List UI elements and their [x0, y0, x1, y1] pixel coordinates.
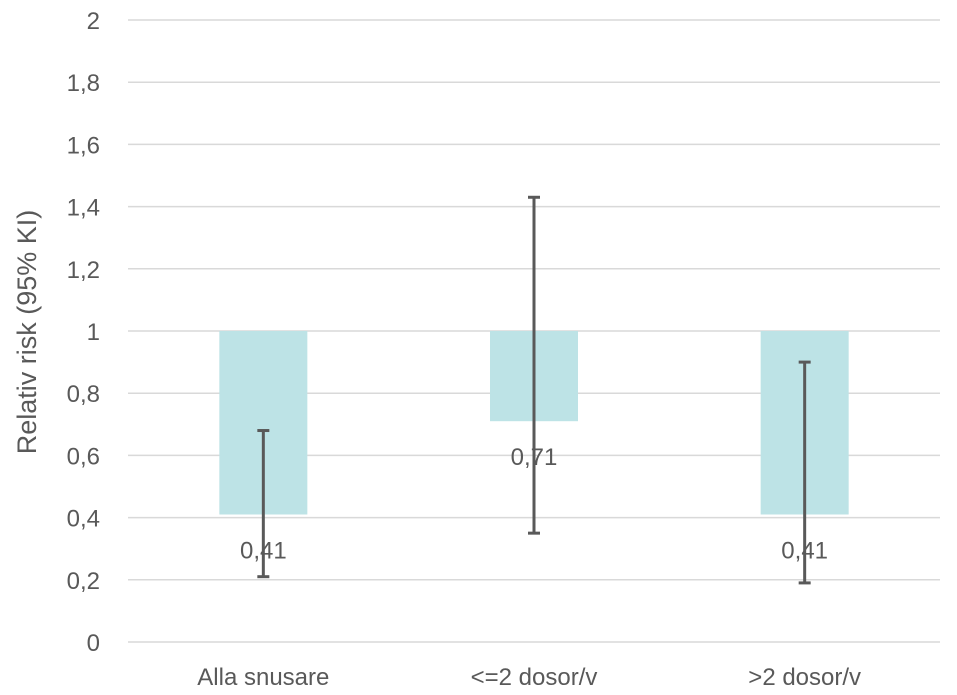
- x-category-label: Alla snusare: [197, 664, 329, 691]
- y-tick-label: 1,4: [67, 195, 100, 222]
- data-label: 0,71: [511, 444, 558, 471]
- error-bar: [528, 195, 540, 535]
- y-axis-ticks: 0 0,2 0,4 0,6 0,8 1 1,2 1,4 1,6 1,8 2: [67, 8, 100, 657]
- error-bar: [257, 429, 270, 579]
- x-axis-categories: Alla snusare <=2 dosor/v >2 dosor/v: [197, 664, 861, 691]
- y-tick-label: 1,8: [67, 70, 100, 97]
- y-tick-label: 1,6: [67, 132, 100, 159]
- error-bars: [257, 195, 811, 585]
- y-tick-label: 0,8: [67, 381, 100, 408]
- y-tick-label: 0,6: [67, 443, 100, 470]
- y-tick-label: 2: [87, 8, 100, 35]
- error-bar: [798, 360, 811, 585]
- y-tick-label: 0: [87, 630, 100, 657]
- y-tick-label: 1: [87, 319, 100, 346]
- x-category-label: <=2 dosor/v: [471, 664, 598, 691]
- data-label: 0,41: [781, 537, 828, 564]
- x-category-label: >2 dosor/v: [748, 664, 861, 691]
- data-label: 0,41: [240, 537, 287, 564]
- y-tick-label: 0,4: [67, 506, 100, 533]
- y-tick-label: 0,2: [67, 568, 100, 595]
- data-labels: 0,41 0,71 0,41: [240, 444, 828, 564]
- y-tick-label: 1,2: [67, 257, 100, 284]
- y-axis-title: Relativ risk (95% KI): [12, 210, 42, 455]
